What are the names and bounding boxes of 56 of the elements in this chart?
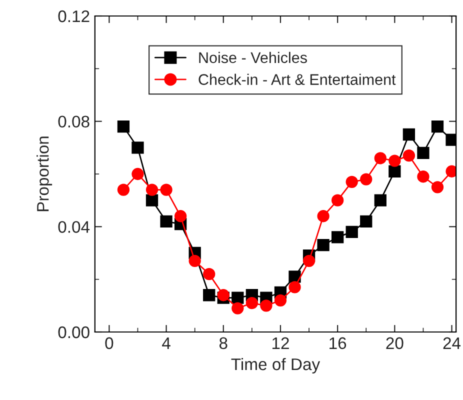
point xyxy=(346,176,358,188)
point xyxy=(288,281,301,294)
point xyxy=(332,194,344,206)
y-tick-label: 0.00 xyxy=(58,326,90,338)
point xyxy=(360,215,372,228)
point xyxy=(288,270,301,283)
point xyxy=(374,194,386,206)
point xyxy=(431,181,444,194)
point xyxy=(402,128,416,141)
y-tick-label: 0.12 xyxy=(58,10,90,22)
legend-label: Noise - Vehicles xyxy=(199,52,307,64)
point xyxy=(203,268,216,280)
point xyxy=(174,210,187,222)
point xyxy=(160,215,172,228)
point xyxy=(246,296,258,310)
point xyxy=(346,226,358,238)
point xyxy=(217,289,230,302)
point xyxy=(188,254,201,267)
point xyxy=(132,142,144,154)
x-tick-label: 16 xyxy=(330,337,346,350)
point xyxy=(402,149,416,162)
x-axis-title: Time of Day xyxy=(231,358,320,374)
point xyxy=(260,300,272,312)
point xyxy=(388,165,401,178)
x-tick-label: 8 xyxy=(219,337,228,350)
point xyxy=(274,294,287,306)
point xyxy=(388,154,401,167)
point xyxy=(317,210,330,222)
y-axis-title: Proportion xyxy=(36,136,52,212)
point xyxy=(203,289,216,302)
point xyxy=(417,170,430,183)
x-tick-label: 20 xyxy=(386,337,404,350)
point xyxy=(302,254,316,267)
point xyxy=(146,184,158,196)
point xyxy=(146,194,158,206)
x-tick-label: 0 xyxy=(105,337,114,350)
y-tick-label: 0.08 xyxy=(58,116,90,128)
point xyxy=(160,184,172,196)
point xyxy=(117,184,130,196)
point xyxy=(117,120,130,133)
point xyxy=(360,173,372,186)
x-tick-label: 24 xyxy=(443,337,461,349)
x-tick-label: 4 xyxy=(162,337,170,349)
y-tick-label: 0.04 xyxy=(58,221,90,233)
point xyxy=(232,292,244,304)
point xyxy=(417,146,430,160)
point xyxy=(232,302,244,314)
point xyxy=(317,239,330,252)
point xyxy=(431,120,444,133)
point xyxy=(446,165,456,178)
point xyxy=(132,168,144,180)
point xyxy=(374,152,386,164)
x-tick-label: 12 xyxy=(272,337,289,349)
legend-label: Check-in - Art & Entertaiment xyxy=(198,74,396,85)
point xyxy=(332,231,344,244)
point xyxy=(446,134,456,146)
